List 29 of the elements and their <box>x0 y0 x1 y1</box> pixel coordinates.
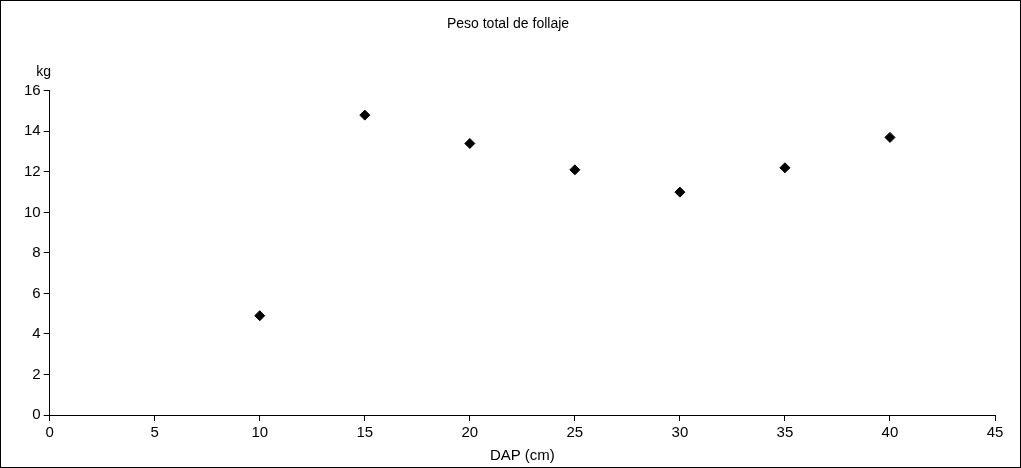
y-tick-label: 6 <box>32 283 41 301</box>
point <box>254 310 266 322</box>
chart-title: Peso total de follaje <box>446 15 570 32</box>
x-tick-label: 30 <box>671 423 689 441</box>
x-tick-label: 10 <box>251 423 269 441</box>
y-tick-label: 4 <box>32 324 41 342</box>
point <box>884 131 896 143</box>
y-tick-label: 2 <box>32 364 41 382</box>
y-axis-title: kg <box>36 62 52 79</box>
x-tick-label: 25 <box>566 423 584 441</box>
y-tick-label: 10 <box>24 202 41 220</box>
y-tick-label: 14 <box>24 121 41 139</box>
x-tick-label: 45 <box>986 423 1004 441</box>
point <box>779 162 791 174</box>
x-axis-title: DAP (cm) <box>489 446 555 464</box>
x-tick-label: 35 <box>776 423 794 441</box>
x-tick-label: 15 <box>356 423 374 441</box>
y-tick-label: 0 <box>32 405 41 423</box>
y-tick-label: 8 <box>32 243 41 261</box>
y-tick-label: 12 <box>24 161 41 179</box>
y-tick-label: 16 <box>24 80 41 98</box>
point <box>464 137 476 149</box>
x-tick-label: 20 <box>461 423 479 441</box>
point <box>569 164 581 176</box>
x-tick-label: 0 <box>45 423 54 441</box>
x-tick-label: 5 <box>150 423 159 441</box>
x-tick-label: 40 <box>881 423 899 441</box>
point <box>674 186 686 198</box>
point <box>359 109 371 121</box>
